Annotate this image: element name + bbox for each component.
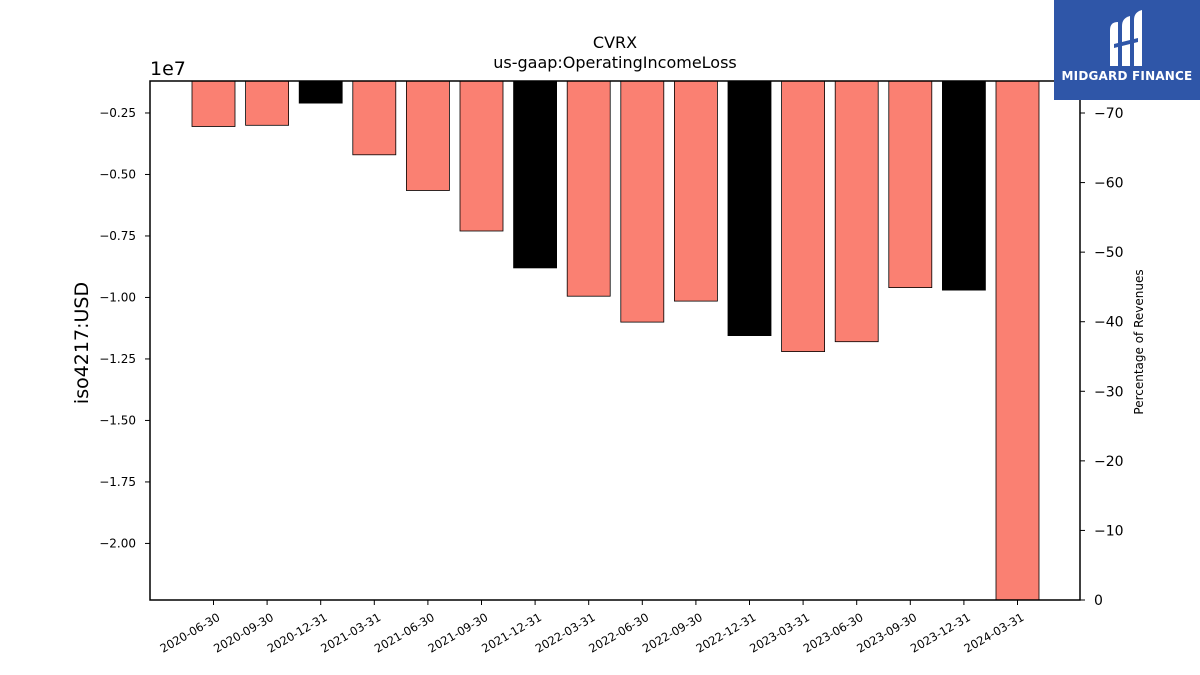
y-tick-label: −1.75 [99,475,136,489]
midgard-finance-logo: MIDGARD FINANCE [1054,0,1200,100]
y2-tick-label: −20 [1094,454,1124,470]
x-tick-label: 2022-03-31 [533,610,598,656]
x-tick-label: 2021-06-30 [372,610,437,656]
y-tick-label: −0.50 [99,167,136,181]
midgard-logo-icon [1110,10,1142,66]
y2-tick-label: −40 [1094,315,1124,331]
y-tick-label: −0.75 [99,229,136,243]
y2-tick-label: −10 [1094,523,1124,539]
x-tick-label: 2021-09-30 [426,610,491,656]
bars-layer [191,81,1040,600]
bar-2023-09-30 [888,81,933,289]
x-tick-label: 2022-09-30 [640,610,705,656]
bar-2024-03-31 [995,81,1040,600]
x-tick-label: 2023-03-31 [747,610,812,656]
x-tick-label: 2021-03-31 [318,610,383,656]
bar-2023-06-30 [834,81,879,343]
bar-2022-09-30 [674,81,718,302]
x-tick-label: 2020-09-30 [211,610,276,656]
bar-2023-12-31 [942,81,986,291]
y2-tick-label: −60 [1094,176,1124,192]
y-tick-label: −0.25 [99,106,136,120]
bar-2022-12-31 [727,81,772,337]
chart-title: CVRX [593,33,637,52]
bar-2021-03-31 [352,81,397,156]
y-tick-label: −1.00 [99,290,136,304]
y-tick-label: −1.25 [99,352,136,366]
y2-tick-label: −30 [1094,384,1124,400]
y-tick-label: −1.50 [99,413,136,427]
x-tick-label: 2022-12-31 [694,610,759,656]
x-tick-label: 2020-06-30 [158,610,223,656]
plot-frame [149,80,1081,601]
bar-2021-06-30 [405,81,450,191]
chart-subtitle: us-gaap:OperatingIncomeLoss [493,53,737,72]
bar-2021-09-30 [459,81,504,232]
bar-2020-06-30 [191,81,236,127]
x-tick-label: 2024-03-31 [962,610,1027,656]
bar-2021-12-31 [513,81,557,269]
y-tick-label: −2.00 [99,536,136,550]
x-tick-label: 2020-12-31 [265,610,330,656]
x-tick-label: 2023-09-30 [854,610,919,656]
bar-2020-09-30 [245,81,290,126]
logo-text: MIDGARD FINANCE [1061,69,1193,83]
y2-tick-label: 0 [1094,593,1103,609]
y2-tick-label: −50 [1094,245,1124,261]
y-axis-scale-note: 1e7 [150,58,186,80]
bar-2022-06-30 [620,81,665,323]
bar-2020-12-31 [298,81,343,104]
x-tick-label: 2021-12-31 [479,610,544,656]
x-tick-label: 2023-06-30 [801,610,866,656]
x-tick-label: 2022-06-30 [586,610,651,656]
secondary-y-axis-label: Percentage of Revenues [1132,269,1146,414]
bar-2023-03-31 [781,81,825,353]
x-tick-label: 2023-12-31 [908,610,973,656]
bar-2022-03-31 [566,81,611,297]
y-axis-label: iso4217:USD [71,282,93,404]
y2-tick-label: −70 [1094,106,1124,122]
